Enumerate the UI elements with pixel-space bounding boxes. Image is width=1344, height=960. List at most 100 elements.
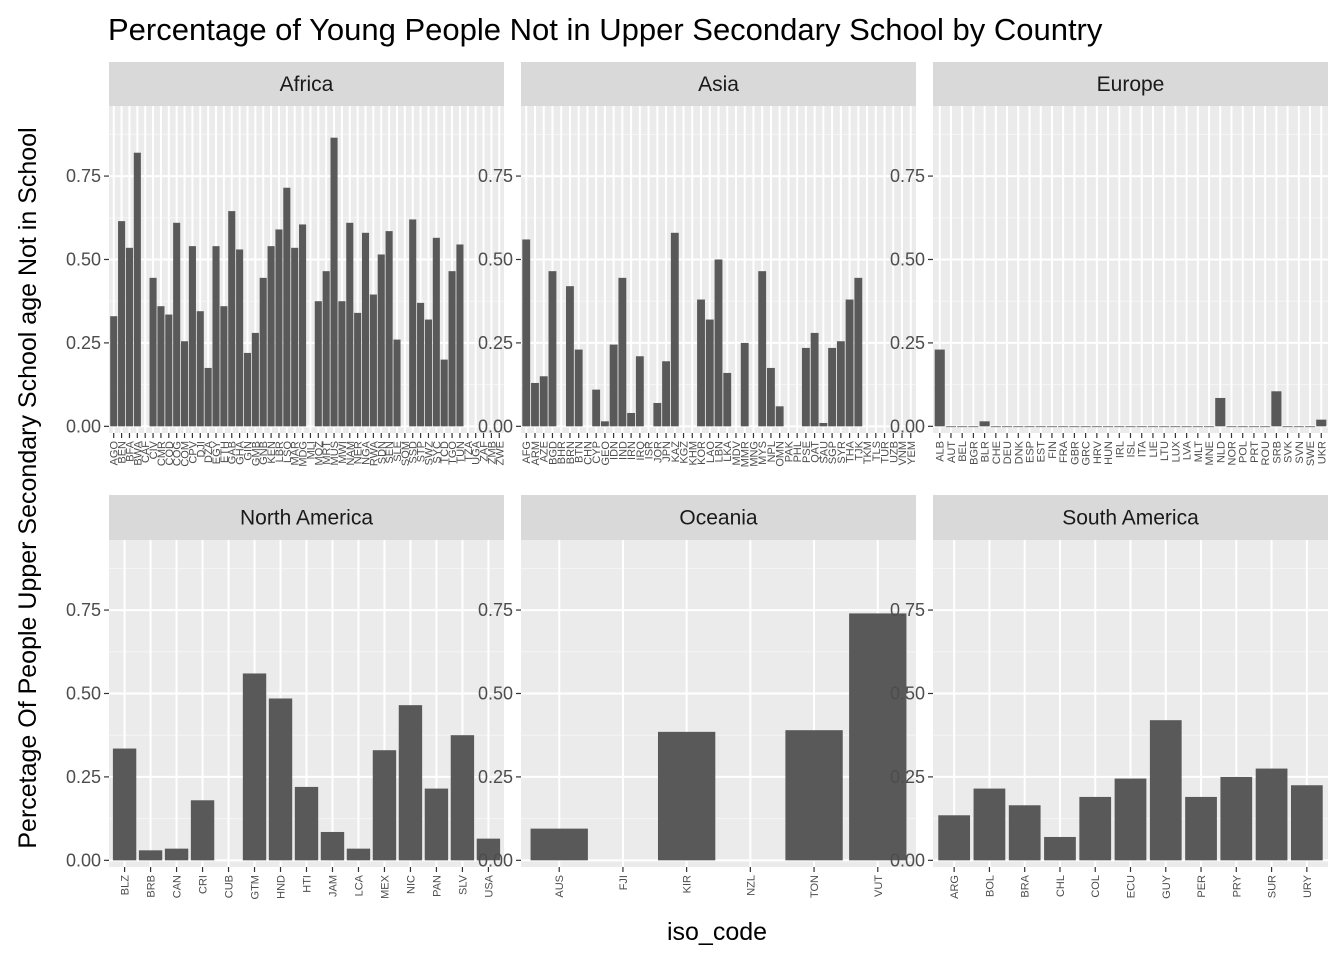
bar-europe-hun — [1103, 426, 1114, 428]
bar-africa-nga — [361, 232, 370, 427]
bar-africa-ago — [110, 316, 118, 427]
bar-africa-egy — [212, 246, 220, 427]
bar-europe-deu — [1002, 426, 1013, 428]
x-tick-label-blr: BLR — [980, 441, 992, 462]
bar-europe-mne — [1204, 426, 1215, 428]
bar-europe-lie — [1147, 426, 1158, 428]
x-tick-label-gab: GAB — [227, 441, 239, 464]
bar-africa-tgo — [448, 271, 456, 427]
x-tick-label-uga: UGA — [471, 440, 483, 465]
bar-africa-ner — [354, 312, 362, 427]
x-tick-label-afg: AFG — [521, 441, 533, 464]
x-tick-label-guy: GUY — [1161, 874, 1173, 899]
bar-africa-nam — [346, 222, 354, 427]
panel-north-america: North America 0.00 0.25 0.50 0.75 BLZ BRB CAN CR… — [66, 495, 504, 899]
bar-asia-ind — [618, 277, 627, 427]
x-tick-label-syr: SYR — [836, 441, 848, 464]
bar-europe-swe — [1304, 426, 1316, 428]
y-tick-label: 0.75 — [66, 600, 101, 620]
x-tick-label-cyp: CYP — [591, 441, 603, 464]
bar-asia-mmr — [740, 342, 749, 427]
x-tick-label-pry: PRY — [1231, 874, 1243, 897]
y-tick-label: 0.00 — [478, 850, 513, 870]
x-tick-label-fra: FRA — [1058, 440, 1070, 463]
bar-europe-lux — [1170, 426, 1181, 428]
x-tick-label-sur: SUR — [1267, 875, 1279, 898]
y-tick-label: 0.00 — [66, 850, 101, 870]
x-tick-label-sle: SLE — [392, 441, 404, 462]
y-tick-label: 0.25 — [478, 767, 513, 787]
bar-europe-alb — [934, 349, 945, 427]
x-tick-label-nor: NOR — [1226, 441, 1238, 466]
x-tick-label-stp: STP — [416, 441, 428, 462]
x-tick-label-tha: THA — [845, 440, 857, 463]
bar-asia-brn — [566, 286, 574, 427]
bar-asia-geo — [600, 421, 609, 427]
x-tick-label-alb: ALB — [935, 441, 947, 462]
x-tick-label-gtm: GTM — [250, 875, 262, 899]
bar-europe-isl — [1125, 426, 1136, 428]
bar-europe-est — [1035, 426, 1046, 428]
x-tick-label-nga: NGA — [361, 440, 373, 465]
bar-asia-cyp — [592, 389, 601, 427]
y-tick-label: 0.00 — [66, 416, 101, 436]
x-tick-label-lbn: LBN — [714, 441, 726, 462]
bar-asia-mys — [758, 271, 767, 427]
x-tick-label-khm: KHM — [687, 441, 699, 465]
x-tick-label-lva: LVA — [1182, 440, 1194, 460]
bar-africa-cog — [173, 222, 181, 427]
x-tick-label-kor: KOR — [696, 441, 708, 465]
x-tick-label-vut: VUT — [873, 875, 885, 897]
x-tick-label-slv: SLV — [457, 874, 469, 895]
strip-label-europe: Europe — [1097, 73, 1165, 96]
x-tick-label-svk: SVK — [1283, 440, 1295, 463]
x-tick-label-lie: LIE — [1148, 441, 1160, 458]
y-tick-label: 0.25 — [890, 767, 925, 787]
x-tick-label-lbr: LBR — [274, 441, 286, 462]
x-tick-label-nld: NLD — [1215, 441, 1227, 463]
x-tick-label-tls: TLS — [871, 441, 883, 461]
bar-africa-dji — [196, 311, 204, 427]
bar-europe-che — [990, 426, 1001, 428]
bar-north-america-usa — [476, 838, 501, 861]
bar-africa-tun — [456, 244, 464, 427]
x-tick-label-eth: ETH — [219, 441, 231, 463]
x-tick-label-pse: PSE — [801, 441, 813, 463]
x-tick-label-ury: URY — [1302, 874, 1314, 898]
bar-asia-sgp — [828, 347, 837, 427]
bar-south-america-ecu — [1114, 778, 1147, 861]
bar-africa-mdg — [299, 224, 307, 427]
x-tick-label-gmb: GMB — [250, 441, 262, 466]
x-tick-label-bwa: BWA — [132, 440, 144, 465]
bar-south-america-bra — [1008, 805, 1041, 861]
bar-north-america-hti — [294, 786, 319, 861]
x-tick-label-geo: GEO — [600, 441, 612, 466]
panel-asia: Asia 0.00 0.25 0.50 0.75 AFGARMAZEBGDBHRBRNBT… — [478, 62, 918, 467]
y-tick-label: 0.25 — [66, 767, 101, 787]
facet-panels: Africa 0.00 0.25 0.50 0.75 AGOBENBFABWACAFCIV… — [66, 62, 1328, 899]
bar-asia-arm — [531, 382, 539, 427]
x-tick-label-arg: ARG — [949, 875, 961, 899]
x-tick-label-swe: SWE — [1305, 441, 1317, 466]
bar-europe-rou — [1260, 426, 1271, 428]
y-tick-label: 0.00 — [890, 416, 925, 436]
bar-south-america-sur — [1255, 768, 1288, 861]
bar-europe-bel — [957, 426, 968, 428]
x-tick-label-ind: IND — [617, 441, 629, 460]
x-tick-label-lka: LKA — [722, 440, 734, 461]
bar-africa-gmb — [251, 332, 259, 427]
strip-label-south-america: South America — [1062, 507, 1199, 530]
bar-europe-aut — [945, 426, 957, 428]
bar-africa-com — [180, 341, 189, 427]
bar-asia-btn — [574, 349, 583, 427]
bar-europe-blr — [979, 421, 990, 427]
panel-oceania: Oceania 0.00 0.25 0.50 0.75 AUS FJI KIR NZL TON VU… — [478, 495, 916, 898]
bar-europe-ukr — [1316, 419, 1327, 427]
bar-north-america-lca — [346, 848, 371, 861]
bar-south-america-col — [1079, 796, 1112, 861]
bar-africa-sle — [393, 339, 401, 427]
x-tick-label-syc: SYC — [431, 441, 443, 464]
x-tick-label-cod: COD — [164, 441, 176, 466]
bar-africa-gin — [243, 352, 252, 427]
x-axis-title: iso_code — [667, 918, 767, 946]
